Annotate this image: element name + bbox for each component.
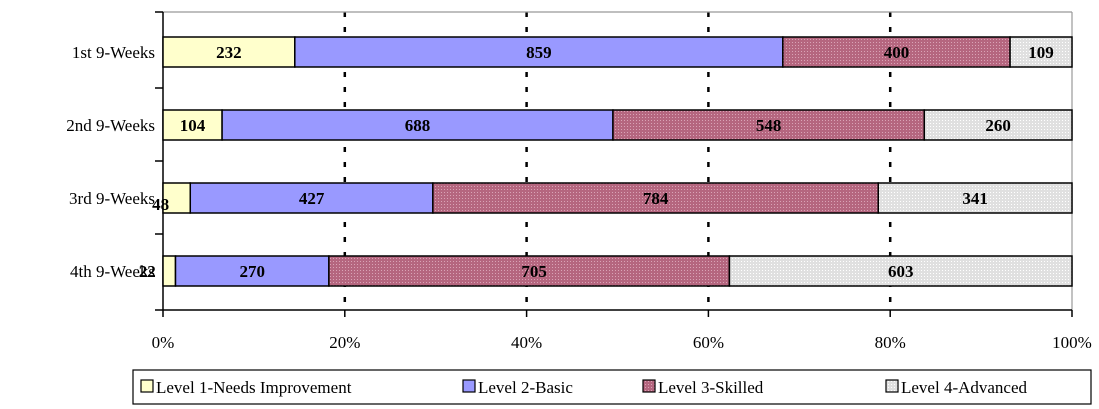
category-label: 2nd 9-Weeks	[66, 116, 155, 135]
bar-segment-level-1	[162, 36, 296, 68]
bar-segment-level-3	[782, 36, 1011, 68]
legend-label: Level 4-Advanced	[901, 378, 1028, 397]
bar-segment-level-4	[923, 109, 1073, 141]
legend-label: Level 1-Needs Improvement	[156, 378, 352, 397]
bar-segment-level-4	[728, 255, 1073, 287]
legend-label: Level 3-Skilled	[658, 378, 764, 397]
data-label: 109	[1028, 43, 1054, 62]
data-label: 341	[962, 189, 988, 208]
data-label: 688	[405, 116, 431, 135]
data-label: 232	[216, 43, 242, 62]
bar-segment-level-1	[162, 255, 177, 287]
x-tick-label: 20%	[329, 333, 360, 352]
data-label: 270	[239, 262, 265, 281]
bar-segment-level-2	[189, 182, 434, 214]
data-label: 784	[643, 189, 669, 208]
data-label: 603	[888, 262, 914, 281]
legend-label: Level 2-Basic	[478, 378, 573, 397]
plot-area: 0% 20% 40% 60% 80% 100% 1st 9-Weeks 232 859 400 10…	[66, 11, 1092, 352]
data-label: 705	[521, 262, 547, 281]
bar-segment-level-2	[174, 255, 330, 287]
bar-segment-level-2	[221, 109, 614, 141]
bar-segment-level-4	[877, 182, 1073, 214]
data-label: 104	[180, 116, 206, 135]
x-tick-label: 60%	[693, 333, 724, 352]
bar-segment-level-2	[294, 36, 784, 68]
legend-swatch	[642, 379, 656, 393]
legend-swatch	[462, 379, 476, 393]
legend: Level 1-Needs Improvement Level 2-Basic Le…	[132, 369, 1092, 405]
data-label: 400	[884, 43, 910, 62]
data-label: 548	[756, 116, 782, 135]
bar-segment-level-4	[1009, 36, 1073, 68]
category-label: 1st 9-Weeks	[72, 43, 155, 62]
x-tick-label: 80%	[875, 333, 906, 352]
data-label: 22	[139, 262, 156, 281]
legend-swatch	[140, 379, 154, 393]
legend-box	[132, 369, 1092, 405]
category-label: 4th 9-Weeks	[70, 262, 155, 281]
x-tick-label: 40%	[511, 333, 542, 352]
bar-segment-level-1	[162, 109, 223, 141]
data-label: 260	[985, 116, 1011, 135]
x-tick-label: 0%	[152, 333, 175, 352]
data-label: 859	[526, 43, 552, 62]
category-label: 3rd 9-Weeks	[69, 189, 155, 208]
data-label: 427	[299, 189, 325, 208]
data-label: 48	[152, 195, 169, 214]
legend-swatch	[885, 379, 899, 393]
x-tick-label: 100%	[1052, 333, 1092, 352]
bar-segment-level-1	[162, 182, 192, 214]
